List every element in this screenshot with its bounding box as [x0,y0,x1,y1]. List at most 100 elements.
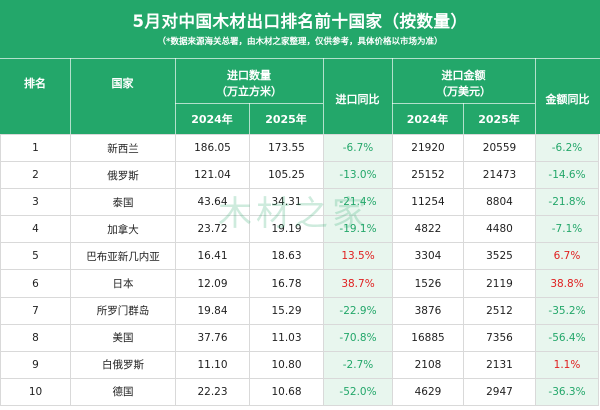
col-volume-yoy-header: 进口同比 [335,93,380,106]
header-divider [535,58,536,134]
amount-2024-cell: 1526 [392,269,464,298]
volume-2025-cell: 105.25 [249,161,324,190]
country-cell: 白俄罗斯 [70,350,176,379]
volume-2024-cell: 23.72 [175,215,250,244]
table-row: 2 俄罗斯 121.04 105.25 -13.0% 25152 21473 -14.6% [0,161,599,190]
volume-2024-cell: 43.64 [175,188,250,217]
amount-yoy-cell: -6.2% [535,133,599,163]
volume-yoy-cell: -6.7% [323,133,393,163]
amount-2025-cell: 21473 [463,161,536,190]
volume-yoy-cell: 13.5% [323,242,393,271]
amount-2024-cell: 21920 [392,133,464,163]
col-volume-2024-header: 2024年 [191,113,233,126]
amount-2025-cell: 8804 [463,188,536,217]
source-note: （*数据来源海关总署，由木材之家整理，仅供参考，具体价格以市场为准） [157,37,443,47]
volume-yoy-cell: -70.8% [323,323,393,352]
table-row: 10 德国 22.23 10.68 -52.0% 4629 2947 -36.3% [0,377,599,406]
amount-yoy-cell: -56.4% [535,323,599,352]
volume-2024-cell: 19.84 [175,296,250,325]
country-cell: 巴布亚新几内亚 [70,242,176,271]
amount-2025-cell: 2512 [463,296,536,325]
col-amount-group-header: 进口金额 [441,69,486,82]
volume-yoy-cell: -52.0% [323,377,393,406]
country-cell: 所罗门群岛 [70,296,176,325]
amount-2025-cell: 3525 [463,242,536,271]
table-row: 1 新西兰 186.05 173.55 -6.7% 21920 20559 -6.2% [0,133,599,163]
amount-2025-cell: 2947 [463,377,536,406]
country-cell: 德国 [70,377,176,406]
volume-yoy-cell: -21.4% [323,188,393,217]
table-row: 9 白俄罗斯 11.10 10.80 -2.7% 2108 2131 1.1% [0,350,599,379]
header-divider [463,103,464,134]
amount-2025-cell: 4480 [463,215,536,244]
volume-2025-cell: 15.29 [249,296,324,325]
volume-2025-cell: 10.80 [249,350,324,379]
table-row: 6 日本 12.09 16.78 38.7% 1526 2119 38.8% [0,269,599,298]
table-row: 3 泰国 43.64 34.31 -21.4% 11254 8804 -21.8% [0,188,599,217]
volume-2024-cell: 186.05 [175,133,250,163]
amount-yoy-cell: -7.1% [535,215,599,244]
col-volume-unit: （万立方米） [216,85,282,98]
amount-2024-cell: 25152 [392,161,464,190]
country-cell: 泰国 [70,188,176,217]
amount-2024-cell: 4822 [392,215,464,244]
col-amount-2024-header: 2024年 [406,113,449,126]
col-volume-2025-header: 2025年 [265,113,307,126]
volume-yoy-cell: -2.7% [323,350,393,379]
amount-2024-cell: 16885 [392,323,464,352]
amount-2024-cell: 11254 [392,188,464,217]
rank-cell: 1 [0,133,71,163]
volume-yoy-cell: -19.1% [323,215,393,244]
amount-yoy-cell: 1.1% [535,350,599,379]
rank-cell: 7 [0,296,71,325]
col-amount-2025-header: 2025年 [478,113,520,126]
col-country-header: 国家 [111,77,134,90]
volume-2024-cell: 16.41 [175,242,250,271]
amount-2024-cell: 2108 [392,350,464,379]
volume-2024-cell: 22.23 [175,377,250,406]
rank-cell: 3 [0,188,71,217]
rank-cell: 9 [0,350,71,379]
amount-2025-cell: 7356 [463,323,536,352]
header-rule-top [0,58,600,59]
volume-2024-cell: 12.09 [175,269,250,298]
volume-2025-cell: 16.78 [249,269,324,298]
amount-yoy-cell: -35.2% [535,296,599,325]
rank-cell: 6 [0,269,71,298]
volume-2024-cell: 37.76 [175,323,250,352]
header-divider [392,58,393,134]
country-cell: 美国 [70,323,176,352]
col-amount-yoy-header: 金额同比 [545,93,590,106]
volume-2025-cell: 11.03 [249,323,324,352]
volume-yoy-cell: 38.7% [323,269,393,298]
volume-yoy-cell: -22.9% [323,296,393,325]
rank-cell: 8 [0,323,71,352]
header-divider [70,58,71,134]
volume-2025-cell: 173.55 [249,133,324,163]
volume-2025-cell: 19.19 [249,215,324,244]
amount-yoy-cell: -21.8% [535,188,599,217]
header-divider [175,58,176,134]
volume-2025-cell: 34.31 [249,188,324,217]
export-ranking-table: 1 新西兰 186.05 173.55 -6.7% 21920 20559 -6.2% 2 俄罗斯… [0,133,599,406]
amount-2025-cell: 2131 [463,350,536,379]
volume-2024-cell: 121.04 [175,161,250,190]
amount-yoy-cell: -36.3% [535,377,599,406]
amount-2025-cell: 20559 [463,133,536,163]
country-cell: 新西兰 [70,133,176,163]
amount-2025-cell: 2119 [463,269,536,298]
rank-cell: 10 [0,377,71,406]
rank-cell: 5 [0,242,71,271]
country-cell: 加拿大 [70,215,176,244]
volume-2025-cell: 10.68 [249,377,324,406]
volume-2024-cell: 11.10 [175,350,250,379]
table-header-band: 5月对中国木材出口排名前十国家（按数量） （*数据来源海关总署，由木材之家整理，… [0,0,600,134]
col-amount-unit: （万美元） [436,85,491,98]
table-row: 5 巴布亚新几内亚 16.41 18.63 13.5% 3304 3525 6.7% [0,242,599,271]
amount-yoy-cell: 38.8% [535,269,599,298]
country-cell: 俄罗斯 [70,161,176,190]
volume-yoy-cell: -13.0% [323,161,393,190]
amount-2024-cell: 3876 [392,296,464,325]
amount-2024-cell: 4629 [392,377,464,406]
header-divider [249,103,250,134]
